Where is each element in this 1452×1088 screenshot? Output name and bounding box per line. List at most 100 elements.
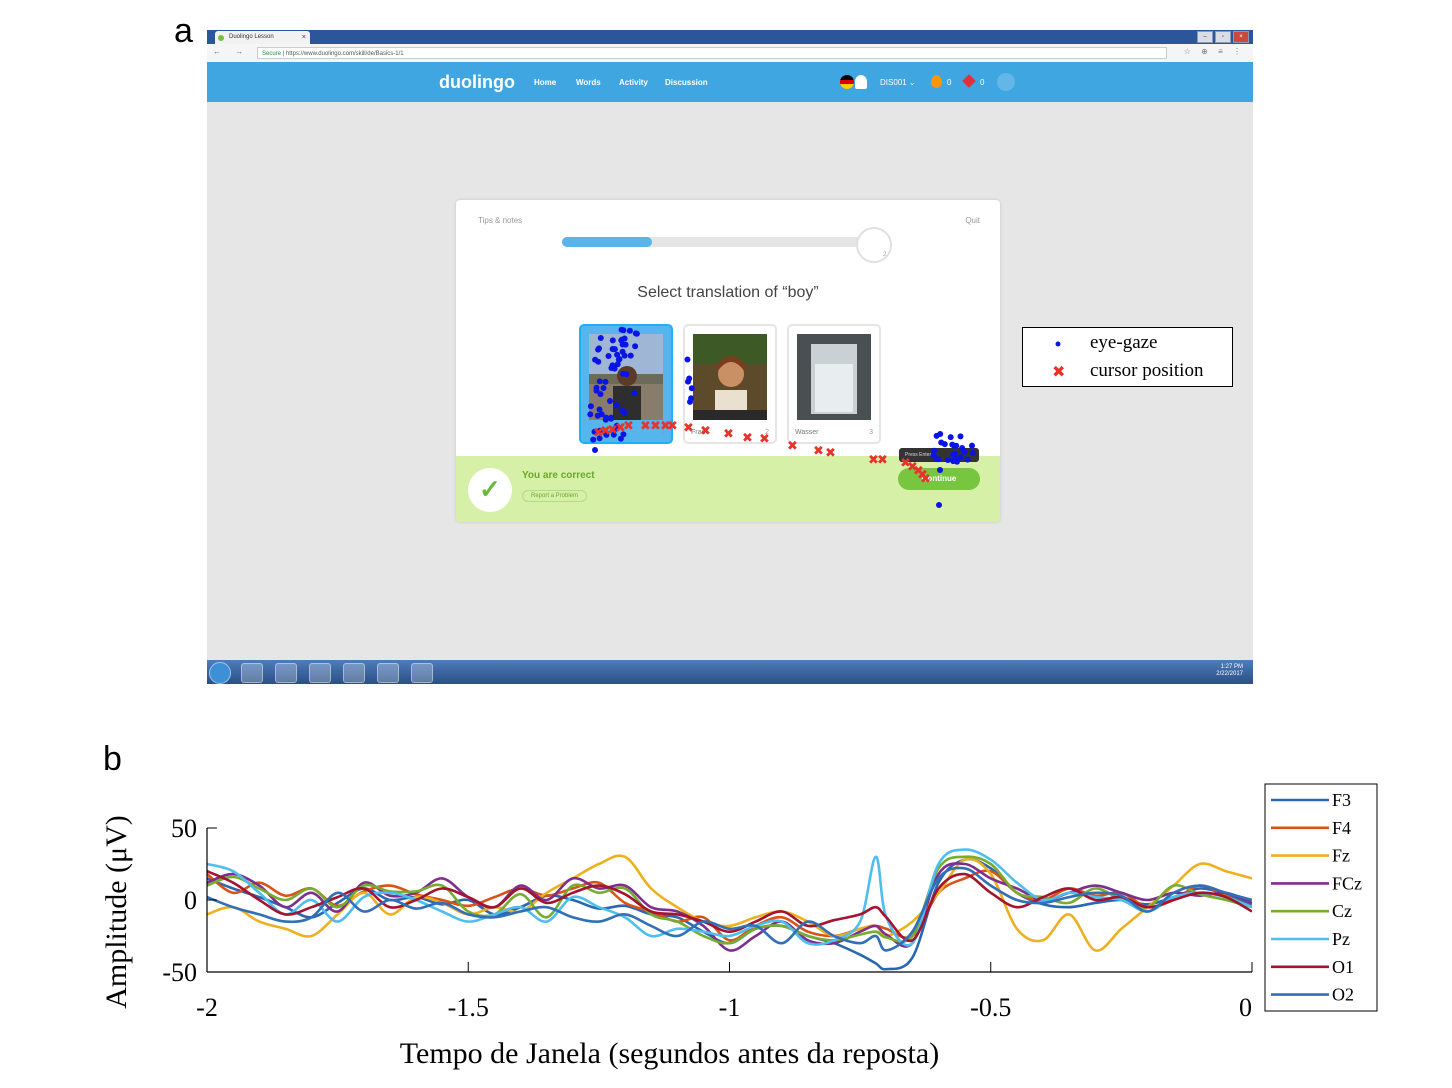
gaze-point: [596, 378, 603, 385]
duolingo-favicon-icon: [218, 35, 224, 41]
series-line-fcz: [207, 862, 1252, 952]
series-line-f3: [207, 857, 1252, 971]
url-text: https://www.duolingo.com/skill/de/Basics…: [285, 51, 404, 57]
gaze-point: [621, 352, 628, 359]
explorer-icon[interactable]: [241, 663, 263, 683]
cursor-point: ✖: [650, 419, 661, 434]
x-tick-label: -1: [719, 993, 741, 1022]
series-line-cz: [207, 855, 1252, 945]
nav-words[interactable]: Words: [576, 78, 601, 87]
minimize-button[interactable]: –: [1197, 31, 1213, 43]
gaze-point: [614, 361, 621, 368]
continue-button[interactable]: Continue: [898, 468, 980, 490]
feedback-bar: ✓ You are correct Report a Problem Conti…: [456, 448, 1000, 522]
gaze-point: [626, 327, 633, 334]
cursor-point: ✖: [660, 419, 671, 434]
choice-card-2[interactable]: Frau 2: [683, 324, 777, 444]
gaze-point: [620, 431, 627, 438]
choice-num-2: 2: [765, 429, 769, 436]
gaze-cursor-overlay: ✖✖✖✖✖ ✖ ✖ ✖✖ ✖ ✖ ✖ ✖ ✖ ✖ ✖ ✖ ✖✖ ✖✖✖✖✖: [587, 326, 976, 508]
tips-notes-link[interactable]: Tips & notes: [478, 216, 523, 225]
close-window-button[interactable]: ×: [1233, 31, 1249, 43]
gaze-point: [592, 356, 599, 363]
gaze-point: [587, 403, 594, 410]
german-flag-icon[interactable]: [840, 75, 854, 89]
gaze-point: [610, 431, 617, 438]
quit-link[interactable]: Quit: [965, 216, 980, 225]
nav-activity[interactable]: Activity: [619, 78, 648, 87]
gaze-point: [613, 402, 620, 409]
cursor-point: ✖: [683, 421, 694, 436]
legend-b: [1264, 783, 1378, 1012]
cursor-point: ✖: [759, 432, 770, 447]
system-tray-clock[interactable]: 1:27 PM 2/22/2017: [1216, 664, 1243, 678]
gaze-point: [933, 432, 940, 439]
avatar-icon[interactable]: [855, 75, 867, 89]
series-line-f4: [207, 869, 1252, 942]
gaze-point: [938, 439, 945, 446]
x-tick-label: -2: [196, 993, 218, 1022]
username-menu[interactable]: DIS001 ⌄: [880, 78, 916, 87]
notification-bell-icon[interactable]: [997, 73, 1015, 91]
nav-home[interactable]: Home: [534, 78, 557, 87]
tools-icon[interactable]: [309, 663, 331, 683]
gaze-point: [935, 456, 942, 463]
duolingo-header: duolingo Home Words Activity Discussion …: [207, 62, 1253, 102]
gaze-point: [931, 447, 938, 454]
disc-icon[interactable]: [411, 663, 433, 683]
report-problem-button[interactable]: Report a Problem: [522, 490, 588, 502]
legend-label-f3: F3: [1332, 790, 1351, 810]
url-field[interactable]: Secure | https://www.duolingo.com/skill/…: [257, 47, 1167, 59]
gaze-point: [969, 450, 976, 456]
start-button[interactable]: [209, 662, 231, 684]
y-tick-label: 0: [184, 886, 197, 915]
streak-flame-icon: [931, 75, 942, 88]
cursor-point: ✖: [593, 426, 604, 441]
legend-dot-marker: [1055, 341, 1061, 347]
chrome-icon[interactable]: [275, 663, 297, 683]
paint-icon[interactable]: [343, 663, 365, 683]
series-line-o2: [207, 866, 1252, 952]
gaze-point: [953, 442, 960, 449]
legend-label-o1: O1: [1332, 957, 1354, 977]
nav-buttons[interactable]: ← → C: [213, 47, 270, 56]
gaze-point: [627, 352, 634, 359]
gaze-point: [600, 385, 607, 391]
choice-card-3[interactable]: Wasser 3: [787, 324, 881, 444]
browser-toolbar-icons[interactable]: ☆ ⊕ ≡ ⋮: [1183, 47, 1245, 56]
legend-a: eye-gaze ✖ cursor position: [1022, 327, 1233, 387]
gaze-point: [936, 502, 942, 508]
cursor-point: ✖: [787, 439, 798, 454]
cursor-point: ✖: [600, 424, 611, 439]
gaze-point: [596, 345, 602, 352]
gaze-point: [597, 335, 604, 341]
panel-label-a: a: [174, 12, 193, 50]
browser-tab[interactable]: Duolingo Lesson ×: [215, 31, 310, 44]
y-tick-label: 50: [171, 814, 197, 843]
cursor-point: ✖: [920, 472, 931, 487]
gaze-point: [631, 390, 638, 397]
gaze-point: [944, 457, 951, 463]
cursor-point: ✖: [868, 453, 879, 468]
gaze-point: [947, 434, 954, 441]
gaze-point: [608, 415, 615, 422]
legend-x-marker: ✖: [1052, 362, 1065, 381]
gaze-point: [591, 428, 598, 435]
cursor-point: ✖: [900, 456, 911, 471]
water-photo: [797, 334, 871, 420]
duolingo-logo[interactable]: duolingo: [439, 72, 515, 92]
gaze-point: [610, 346, 617, 353]
cursor-point: ✖: [607, 423, 618, 438]
media-icon[interactable]: [377, 663, 399, 683]
gaze-point: [620, 370, 626, 377]
progress-drop-icon: [856, 227, 892, 263]
cursor-point: ✖: [640, 419, 651, 434]
y-tick-label: -50: [162, 958, 197, 987]
maximize-button[interactable]: ▫: [1215, 31, 1231, 43]
gaze-point: [587, 411, 594, 418]
nav-discussion[interactable]: Discussion: [665, 78, 708, 87]
gaze-point: [602, 378, 609, 385]
tab-close-icon[interactable]: ×: [301, 34, 306, 41]
x-tick-label: -0.5: [970, 993, 1011, 1022]
feedback-text: You are correct: [522, 470, 595, 481]
